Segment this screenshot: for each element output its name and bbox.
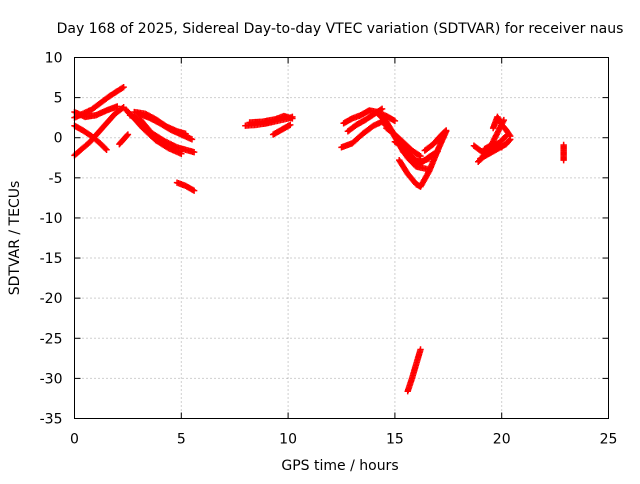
y-tick-label: -20 bbox=[40, 291, 63, 307]
series-track bbox=[560, 142, 566, 164]
x-tick-label: 15 bbox=[386, 432, 404, 448]
chart-background bbox=[0, 0, 640, 480]
chart-container: 0 5 10 15 20 25 10 5 0 -5 -10 -15 -20 -25 -30 -35 Day 1… bbox=[0, 0, 640, 480]
x-axis-label: GPS time / hours bbox=[281, 458, 398, 474]
x-tick-label: 20 bbox=[493, 432, 511, 448]
x-tick-label: 0 bbox=[70, 432, 79, 448]
x-tick-label: 25 bbox=[600, 432, 618, 448]
y-tick-label: -5 bbox=[49, 171, 63, 187]
y-tick-label: 10 bbox=[45, 51, 63, 67]
y-tick-label: 5 bbox=[54, 91, 63, 107]
y-tick-label: -10 bbox=[40, 211, 63, 227]
sdtvar-scatter-chart: 0 5 10 15 20 25 10 5 0 -5 -10 -15 -20 -25 -30 -35 Day 1… bbox=[0, 0, 640, 480]
y-tick-label: -25 bbox=[40, 331, 63, 347]
y-axis-label: SDTVAR / TECUs bbox=[7, 181, 23, 296]
chart-title: Day 168 of 2025, Sidereal Day-to-day VTE… bbox=[57, 21, 624, 37]
y-tick-label: -35 bbox=[40, 412, 63, 428]
y-tick-label: -30 bbox=[40, 371, 63, 387]
y-tick-label: -15 bbox=[40, 251, 63, 267]
y-tick-label: 0 bbox=[54, 131, 63, 147]
x-tick-label: 10 bbox=[279, 432, 297, 448]
x-tick-label: 5 bbox=[177, 432, 186, 448]
